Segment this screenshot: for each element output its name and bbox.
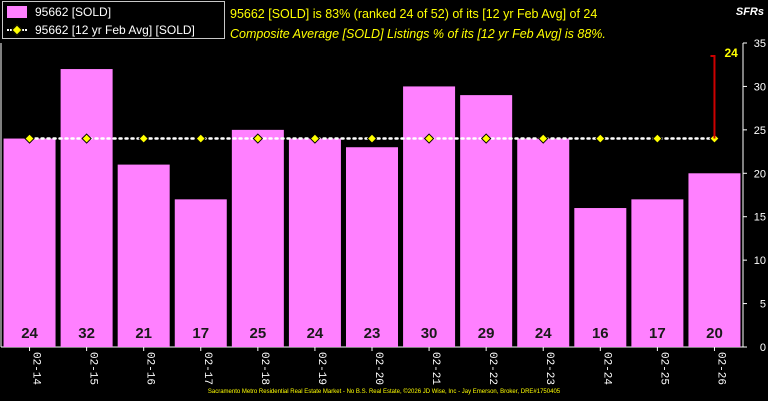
data-label: 24 [21, 325, 38, 342]
y-tick-label: 25 [754, 125, 766, 137]
y-tick-label: 5 [760, 299, 766, 311]
data-label: 29 [478, 325, 495, 342]
average-marker [138, 133, 149, 144]
average-marker [652, 133, 663, 144]
average-marker [423, 133, 435, 144]
x-tick-label: 02-20 [372, 352, 384, 385]
bar [3, 138, 56, 347]
x-tick-label: 02-14 [30, 352, 42, 385]
bar [60, 69, 113, 348]
x-tick-label: 02-24 [600, 352, 612, 385]
y-tick-label: 30 [754, 81, 766, 93]
legend-item-average: 95662 [12 yr Feb Avg] [SOLD] [7, 21, 195, 39]
bar [574, 208, 627, 347]
data-label: 30 [421, 325, 438, 342]
average-marker [538, 133, 549, 144]
x-tick-label: 02-22 [486, 352, 498, 385]
data-label: 24 [307, 325, 324, 342]
bar [346, 147, 398, 347]
composite-average-text: Composite Average [SOLD] Listings % of i… [230, 27, 606, 41]
x-tick-label: 02-26 [714, 352, 726, 385]
average-marker [252, 133, 264, 144]
bar [231, 129, 284, 347]
x-tick-label: 02-21 [429, 352, 441, 385]
data-label: 20 [706, 325, 723, 342]
legend-swatch-average [7, 24, 27, 36]
data-label: 17 [192, 325, 209, 342]
x-tick-label: 02-25 [657, 352, 669, 385]
legend-item-sold: 95662 [SOLD] [7, 3, 111, 21]
bar [517, 138, 570, 347]
average-marker [595, 133, 606, 144]
average-marker [366, 133, 378, 144]
x-tick-label: 02-16 [144, 352, 156, 385]
legend-swatch-sold [7, 6, 27, 18]
data-label: 32 [78, 325, 95, 342]
data-label: 23 [364, 325, 381, 342]
legend-label-sold: 95662 [SOLD] [35, 5, 112, 19]
data-label: 24 [535, 325, 552, 342]
unit-label: SFRs [735, 6, 764, 18]
data-label: 25 [250, 325, 267, 342]
data-label: 17 [649, 325, 666, 342]
y-tick-label: 20 [754, 168, 766, 180]
bar [688, 173, 741, 347]
footer-credit: Sacramento Metro Residential Real Estate… [207, 389, 561, 395]
y-tick-label: 35 [754, 38, 766, 50]
y-tick-label: 10 [754, 255, 766, 267]
headline-text: 95662 [SOLD] is 83% (ranked 24 of 52) of… [230, 7, 598, 21]
average-marker [309, 133, 321, 144]
legend: 95662 [SOLD] 95662 [12 yr Feb Avg] [SOLD… [2, 1, 225, 39]
average-marker [24, 133, 35, 144]
average-marker [480, 133, 492, 144]
bar [460, 95, 513, 347]
y-tick-label: 0 [760, 342, 766, 354]
x-tick-label: 02-23 [543, 352, 555, 385]
callout-label: 24 [724, 46, 738, 60]
legend-label-average: 95662 [12 yr Feb Avg] [SOLD] [35, 23, 195, 37]
x-tick-label: 02-19 [315, 352, 327, 385]
x-tick-label: 02-15 [87, 352, 99, 385]
bar [288, 138, 341, 347]
data-label: 16 [592, 325, 609, 342]
average-marker [81, 133, 92, 144]
bar [117, 164, 170, 347]
x-tick-label: 02-18 [258, 352, 270, 385]
bar [631, 199, 684, 347]
data-label: 21 [135, 325, 152, 342]
average-marker [195, 133, 206, 144]
x-tick-label: 02-17 [201, 352, 213, 385]
bar [174, 199, 227, 347]
y-tick-label: 15 [754, 212, 766, 224]
bar [403, 86, 456, 347]
